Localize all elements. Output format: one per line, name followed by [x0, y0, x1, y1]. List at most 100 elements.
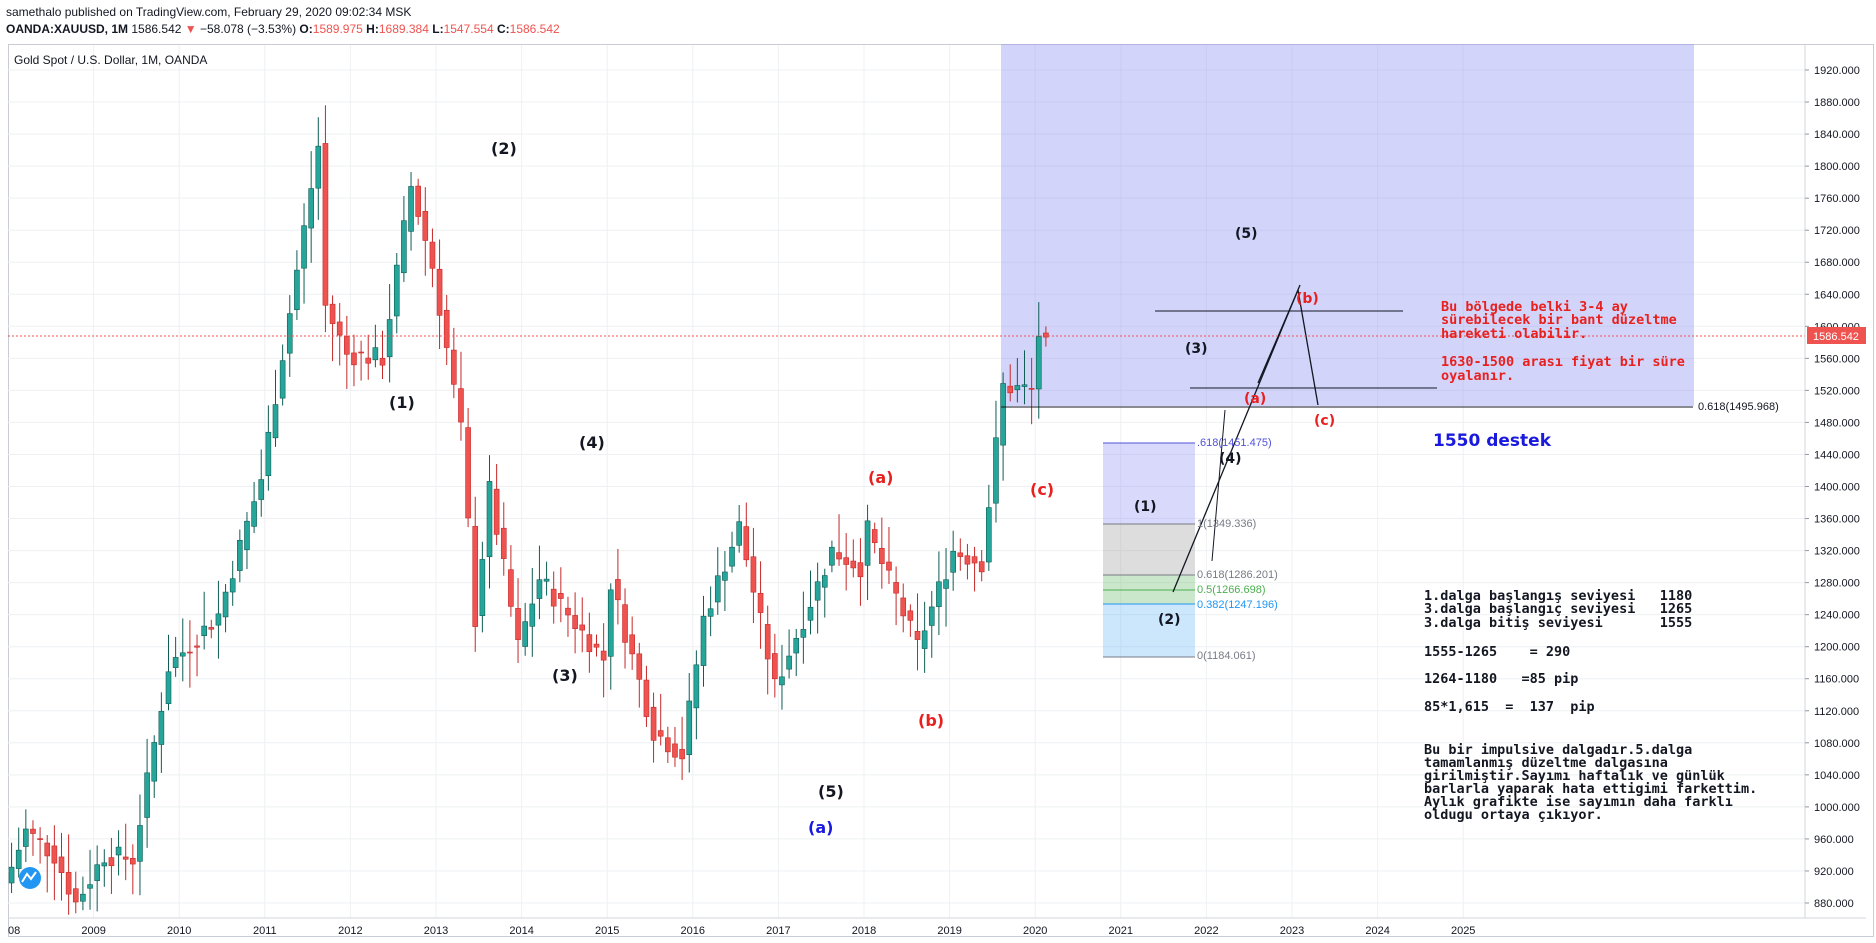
candle [593, 634, 600, 657]
candle [415, 178, 421, 225]
candle-body [743, 526, 750, 561]
candle [165, 634, 172, 711]
y-tick-label: 1040.000 [1814, 770, 1860, 782]
y-tick-label: 1840.000 [1814, 129, 1860, 141]
x-tick-label: 2009 [81, 925, 105, 937]
candle [729, 531, 735, 573]
candle [657, 693, 664, 746]
candle-body [336, 321, 343, 336]
x-tick-label: 2011 [253, 925, 277, 937]
candle [365, 334, 372, 380]
low-value: 1547.554 [443, 22, 494, 36]
candle-body [358, 351, 364, 354]
candle [821, 568, 828, 618]
candle-body [479, 559, 486, 616]
candle-body [393, 264, 400, 317]
candle [108, 837, 115, 894]
y-tick-label: 1640.000 [1814, 289, 1860, 301]
candle [800, 591, 807, 664]
candle [536, 545, 543, 620]
candle-body [294, 269, 300, 310]
candle-body [522, 621, 528, 647]
note-red-3: hareketi olabilir. [1441, 326, 1588, 342]
candle [786, 629, 792, 679]
candle-body [401, 220, 407, 274]
candle-body [679, 749, 685, 760]
candle [237, 529, 243, 583]
candle [479, 541, 486, 633]
candle-body [864, 520, 871, 566]
symbol-name: OANDA:XAUUSD, 1M [6, 22, 129, 36]
candle [351, 334, 357, 387]
candle [172, 636, 179, 677]
candle [928, 591, 935, 658]
candle-body [800, 629, 807, 638]
candle [572, 592, 578, 654]
candle-body [650, 706, 657, 741]
candle-body [58, 856, 65, 874]
candle-body [786, 655, 792, 670]
candle-body [714, 575, 721, 603]
candle-body [1043, 332, 1049, 338]
abc-projection-line [1257, 287, 1319, 406]
sub-wave-label-a: (a) [1244, 391, 1267, 407]
candle-body [950, 550, 956, 573]
candle-body [907, 610, 914, 621]
candle-body [836, 552, 842, 560]
candle-body [871, 529, 878, 544]
candle-body [23, 828, 29, 847]
y-tick-label: 1120.000 [1814, 706, 1859, 718]
candle-body [429, 241, 436, 269]
candle [472, 496, 479, 652]
candle-body [757, 592, 764, 613]
candle [807, 570, 814, 635]
candle [58, 832, 65, 901]
candle [743, 502, 750, 567]
candle [294, 250, 300, 320]
candle-body [44, 842, 51, 857]
x-tick-label: 08 [8, 925, 20, 937]
x-tick-label: 2019 [937, 925, 961, 937]
candle-body [229, 578, 236, 593]
drawing-lines [8, 284, 1805, 658]
candle [465, 407, 471, 528]
candle [222, 584, 229, 633]
candle-body [329, 303, 336, 324]
candle-body [600, 650, 607, 661]
candle [508, 545, 514, 617]
high-value: 1689.384 [378, 22, 429, 36]
candle [586, 612, 593, 673]
candle-body [500, 527, 507, 559]
x-tick-label: 2012 [338, 925, 362, 937]
open-value: 1589.975 [312, 22, 363, 36]
candle-body [486, 481, 493, 558]
candle [265, 405, 272, 491]
candle-body [222, 591, 229, 618]
sub-wave-label-4: (4) [1219, 451, 1242, 467]
chart-frame[interactable] [8, 44, 1874, 937]
candle-body [607, 589, 614, 657]
candle [344, 315, 350, 389]
high-label: H: [366, 22, 379, 36]
candle [750, 527, 757, 624]
candle-body [550, 588, 557, 607]
candle [1035, 302, 1042, 419]
candle-body [672, 743, 678, 758]
candle-body [415, 185, 421, 217]
candle [736, 505, 742, 553]
candle-body [1000, 383, 1006, 446]
note-red-1: Bu bölgede belki 3-4 ay [1441, 299, 1628, 315]
candle [115, 830, 122, 876]
candle [244, 512, 250, 570]
price-change: −58.078 (−3.53%) [200, 22, 297, 36]
para-line-4: barlarla yaparak hata ettigimi farkettim… [1424, 781, 1758, 797]
candle-body [700, 615, 707, 666]
projection-box [1001, 44, 1694, 406]
down-arrow-icon: ▼ [184, 22, 197, 36]
candle [829, 540, 835, 573]
ohlc-line: OANDA:XAUUSD, 1M 1586.542 ▼ −58.078 (−3.… [6, 22, 560, 36]
candle [329, 295, 336, 362]
candle [793, 628, 800, 677]
candle-body [936, 581, 942, 607]
